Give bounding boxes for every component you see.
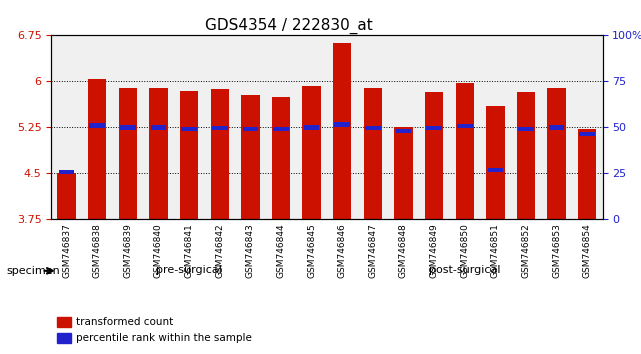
Text: GSM746848: GSM746848 <box>399 223 408 278</box>
Bar <box>273 126 289 131</box>
Bar <box>149 87 168 219</box>
Bar <box>335 122 350 126</box>
Text: GSM746850: GSM746850 <box>460 223 469 278</box>
Text: GSM746853: GSM746853 <box>552 223 561 278</box>
Bar <box>57 317 71 327</box>
Bar <box>394 127 413 219</box>
Text: GSM746847: GSM746847 <box>369 223 378 278</box>
Bar <box>365 126 381 130</box>
Bar <box>241 95 260 219</box>
Bar <box>488 168 503 172</box>
Bar <box>181 126 197 131</box>
Bar <box>304 125 319 130</box>
Text: GSM746852: GSM746852 <box>522 223 531 278</box>
Bar <box>425 92 444 219</box>
Bar <box>457 124 472 129</box>
Bar <box>518 126 534 131</box>
Bar <box>180 91 198 219</box>
Bar <box>210 89 229 219</box>
Bar <box>426 126 442 130</box>
Bar <box>89 124 105 128</box>
Bar <box>212 126 228 130</box>
Bar <box>547 87 566 219</box>
Bar <box>549 125 565 130</box>
Text: GSM746851: GSM746851 <box>491 223 500 278</box>
Text: GSM746838: GSM746838 <box>93 223 102 278</box>
Text: pre-surgical: pre-surgical <box>156 265 222 275</box>
Text: GSM746844: GSM746844 <box>276 223 285 278</box>
Text: GSM746841: GSM746841 <box>185 223 194 278</box>
Text: GSM746843: GSM746843 <box>246 223 255 278</box>
Text: GSM746845: GSM746845 <box>307 223 316 278</box>
Bar <box>486 106 504 219</box>
Bar <box>242 126 258 131</box>
Bar <box>119 87 137 219</box>
Bar <box>151 125 166 130</box>
Bar <box>272 97 290 219</box>
Bar <box>57 333 71 343</box>
Text: percentile rank within the sample: percentile rank within the sample <box>76 333 252 343</box>
Text: GSM746849: GSM746849 <box>429 223 438 278</box>
Bar <box>88 79 106 219</box>
Text: GSM746846: GSM746846 <box>338 223 347 278</box>
Bar <box>456 82 474 219</box>
Text: post-surgical: post-surgical <box>429 265 501 275</box>
Text: GSM746854: GSM746854 <box>583 223 592 278</box>
Text: specimen: specimen <box>6 266 60 276</box>
Bar <box>120 125 136 130</box>
Bar <box>303 86 320 219</box>
Bar <box>395 129 412 133</box>
Bar <box>58 173 76 219</box>
Text: GDS4354 / 222830_at: GDS4354 / 222830_at <box>204 18 372 34</box>
Text: GSM746839: GSM746839 <box>123 223 132 278</box>
Bar <box>333 44 351 219</box>
Bar <box>363 87 382 219</box>
Bar <box>578 129 596 219</box>
Bar <box>517 92 535 219</box>
Text: GSM746842: GSM746842 <box>215 223 224 278</box>
Text: GSM746837: GSM746837 <box>62 223 71 278</box>
Bar <box>579 132 595 136</box>
Text: GSM746840: GSM746840 <box>154 223 163 278</box>
Text: transformed count: transformed count <box>76 317 173 327</box>
Bar <box>59 170 74 175</box>
